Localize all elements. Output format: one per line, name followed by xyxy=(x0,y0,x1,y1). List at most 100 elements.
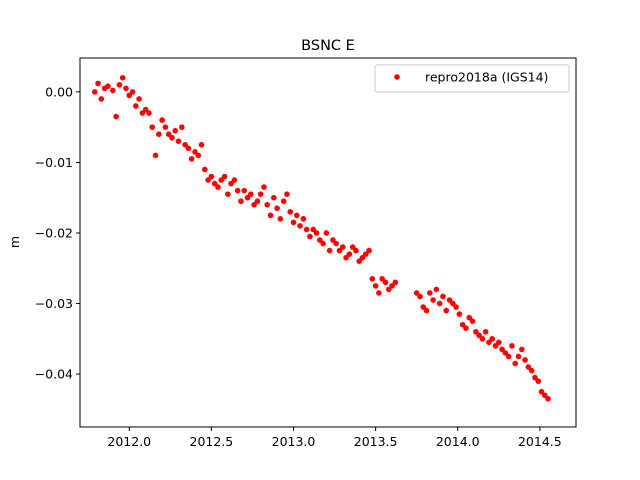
data-point xyxy=(525,364,532,370)
data-point xyxy=(476,332,482,339)
data-point xyxy=(433,286,440,293)
data-point xyxy=(389,283,395,289)
data-point xyxy=(287,209,294,215)
data-point xyxy=(372,283,379,289)
x-axis: 2012.0 2012.5 2013.0 2013.5 2014.0 2014.5 xyxy=(107,427,562,449)
data-point xyxy=(110,87,116,94)
data-point xyxy=(241,187,248,194)
data-point xyxy=(496,339,502,346)
data-point xyxy=(307,233,313,240)
data-point xyxy=(300,216,307,222)
data-point xyxy=(450,300,456,307)
data-point xyxy=(427,290,433,296)
data-point xyxy=(234,187,241,194)
data-point xyxy=(459,321,466,328)
data-point xyxy=(113,113,119,120)
data-point xyxy=(446,297,453,303)
data-point xyxy=(129,89,136,95)
data-point xyxy=(123,85,129,92)
data-point xyxy=(376,290,382,296)
data-point xyxy=(515,353,522,360)
data-point xyxy=(499,346,505,353)
y-tick-label: −0.04 xyxy=(35,367,73,382)
data-point xyxy=(336,247,343,254)
data-point xyxy=(98,96,105,102)
data-point xyxy=(91,89,98,95)
data-point xyxy=(277,216,284,222)
data-point xyxy=(535,378,542,384)
data-point xyxy=(267,212,274,219)
data-point xyxy=(343,254,349,261)
x-tick-label: 2012.0 xyxy=(107,434,151,449)
data-point xyxy=(119,74,126,81)
y-tick-label: −0.01 xyxy=(35,155,73,170)
legend-box xyxy=(374,64,570,93)
data-point xyxy=(366,247,372,254)
data-point xyxy=(382,279,389,286)
data-point xyxy=(284,191,290,197)
data-point xyxy=(133,103,139,109)
data-point xyxy=(228,180,234,187)
data-point xyxy=(420,304,427,310)
data-point xyxy=(436,300,443,307)
data-point xyxy=(165,131,172,137)
data-point xyxy=(116,82,123,88)
legend: repro2018a (IGS14) xyxy=(374,64,570,93)
data-point xyxy=(248,191,254,197)
data-point xyxy=(303,226,310,233)
data-point xyxy=(274,205,280,212)
data-point xyxy=(330,237,336,243)
data-point xyxy=(326,247,333,254)
data-point xyxy=(198,141,205,148)
data-point xyxy=(244,194,251,201)
data-point xyxy=(208,173,215,180)
data-point xyxy=(179,124,185,130)
data-point xyxy=(175,138,182,145)
data-point xyxy=(261,184,267,190)
data-point xyxy=(532,374,538,381)
y-axis: 0.00 −0.01 −0.02 −0.03 −0.04 xyxy=(35,84,80,382)
x-tick-label: 2014.5 xyxy=(518,434,562,449)
data-point xyxy=(417,293,423,300)
legend-label: repro2018a (IGS14) xyxy=(425,70,548,85)
data-point xyxy=(218,177,225,183)
data-point xyxy=(486,339,492,346)
data-point xyxy=(392,279,399,286)
data-point xyxy=(105,83,111,90)
data-point xyxy=(202,166,208,173)
data-point xyxy=(469,318,476,324)
data-point xyxy=(505,353,512,360)
data-point xyxy=(323,230,330,236)
x-tick-label: 2013.0 xyxy=(272,434,316,449)
data-point xyxy=(346,251,353,257)
y-tick-label: −0.02 xyxy=(35,225,73,240)
data-point xyxy=(264,201,271,208)
data-point xyxy=(162,124,169,130)
data-point xyxy=(297,223,303,229)
data-point xyxy=(126,92,133,99)
data-point xyxy=(356,258,363,265)
x-tick-label: 2014.0 xyxy=(436,434,480,449)
data-point xyxy=(456,311,463,317)
data-point xyxy=(271,194,277,201)
data-point xyxy=(362,251,369,257)
data-point xyxy=(359,254,366,261)
data-point xyxy=(443,307,450,314)
data-point xyxy=(528,367,535,374)
data-point xyxy=(512,360,519,367)
data-point xyxy=(152,152,159,159)
data-point xyxy=(225,191,231,197)
data-point xyxy=(333,240,340,247)
x-tick-label: 2013.5 xyxy=(354,434,398,449)
data-point xyxy=(172,127,179,134)
data-point xyxy=(95,80,101,87)
data-point xyxy=(280,198,287,205)
data-point xyxy=(519,346,525,353)
data-point xyxy=(195,152,202,159)
data-point xyxy=(169,134,175,141)
data-point xyxy=(379,276,386,282)
data-point xyxy=(489,336,496,342)
data-point xyxy=(313,230,320,236)
data-point xyxy=(440,293,446,300)
